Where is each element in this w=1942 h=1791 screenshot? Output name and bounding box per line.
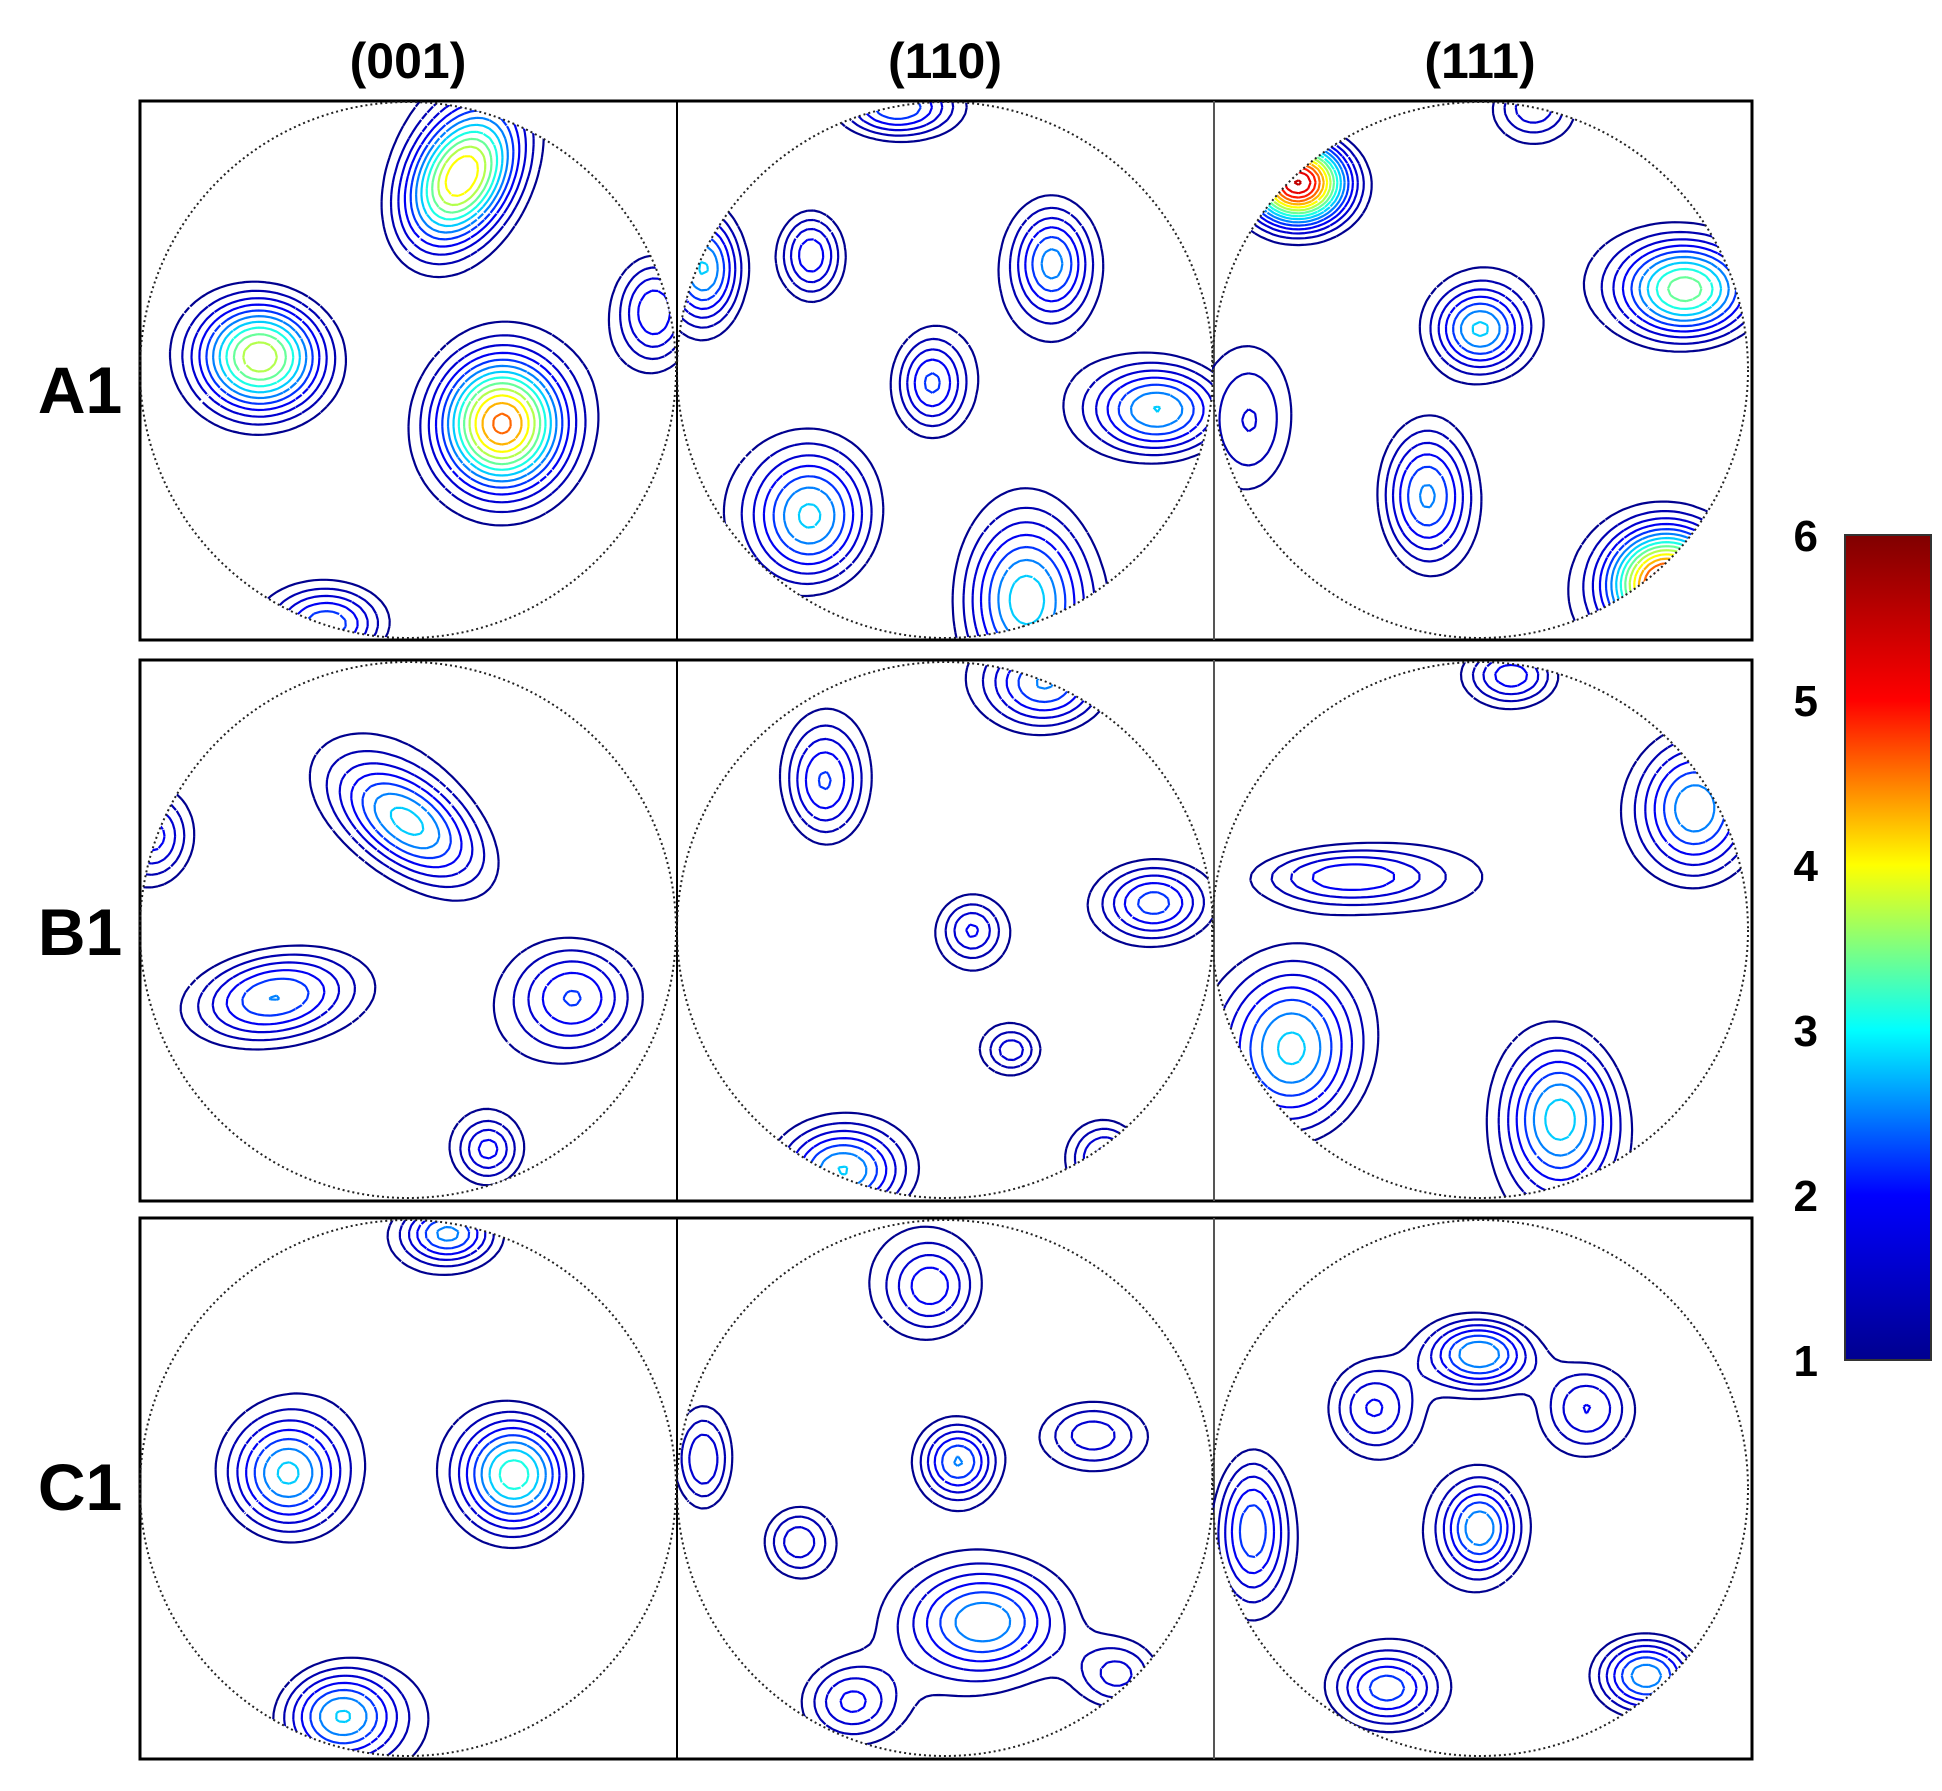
contour-level-1.6: [190, 102, 676, 638]
row-label-a1: A1: [38, 353, 122, 427]
pole-figure-circle: [1211, 1219, 1749, 1757]
contour-lines: [1212, 1311, 1705, 1734]
contour-lines: [677, 1225, 1159, 1747]
pole-figure-panels: [139, 101, 1749, 1757]
colorbar-tick-labels: 1 2 3 4 5 6: [1794, 512, 1819, 1386]
contour-level-2.2: [1246, 139, 1738, 638]
pole-figure-a1-001: [139, 101, 677, 639]
colorbar: [1844, 534, 1932, 1361]
contour-level-4.3: [481, 401, 523, 446]
contour-level-2.5: [268, 792, 441, 1001]
pole-figure-circle: [676, 1219, 1214, 1757]
contour-level-2.8: [389, 806, 425, 837]
contour-level-1: [1212, 662, 1748, 1198]
contour-lines: [766, 662, 1213, 1198]
contour-level-1.9: [839, 1266, 1039, 1714]
pole-figure-b1-111: [1211, 661, 1749, 1199]
contour-level-2.8: [1276, 1031, 1576, 1141]
column-heading-110: (110): [888, 33, 1002, 89]
contour-level-3.1: [498, 1459, 530, 1491]
contour-level-2.5: [1458, 1340, 1663, 1688]
contour-level-2.8: [276, 1449, 540, 1724]
pole-figure-circle: [676, 661, 1214, 1199]
contour-level-1: [168, 102, 676, 638]
contour-level-2.8: [698, 261, 1162, 626]
pole-figure-circle: [139, 1219, 677, 1757]
contour-level-1.3: [680, 1241, 1147, 1736]
contour-level-1: [214, 1220, 585, 1756]
contour-level-1.9: [245, 1220, 561, 1752]
colorbar-tick-1: 1: [1794, 1337, 1818, 1386]
contour-level-2.2: [939, 1444, 1026, 1654]
pole-figure-a1-111: [1211, 101, 1749, 639]
contour-level-1.3: [1217, 1318, 1695, 1725]
pole-figure-b1-110: [676, 661, 1214, 1199]
contour-level-1.9: [799, 662, 1184, 1198]
contour-level-1: [1212, 1311, 1705, 1734]
contour-level-2.5: [212, 116, 558, 483]
colorbar-tick-4: 4: [1794, 842, 1819, 891]
colorbar-tick-3: 3: [1794, 1007, 1818, 1056]
contour-level-5.2: [1284, 171, 1676, 593]
contour-level-1: [677, 102, 1213, 638]
row-frame-a1: [138, 99, 1754, 642]
contour-level-3.1: [225, 130, 547, 471]
contour-lines: [140, 732, 644, 1187]
pole-figure-c1-110: [676, 1219, 1214, 1757]
contour-level-3.7: [242, 145, 536, 460]
row-label-b1: B1: [38, 895, 122, 969]
pole-figure-c1-001: [139, 1219, 677, 1757]
pole-figure-circle: [1211, 661, 1749, 1199]
contour-level-2.2: [253, 1220, 554, 1745]
contour-lines: [1212, 102, 1748, 638]
contour-level-2.8: [837, 1165, 849, 1176]
contour-level-1.9: [140, 772, 603, 1160]
contour-level-1: [677, 1225, 1159, 1747]
contour-level-1: [140, 732, 644, 1187]
pole-figure-circle: [139, 101, 677, 639]
contour-level-3.4: [232, 137, 542, 466]
contour-level-1.3: [226, 1220, 576, 1756]
contour-lines: [1212, 662, 1748, 1198]
colorbar-tick-5: 5: [1794, 677, 1818, 726]
colorbar-tick-6: 6: [1794, 512, 1818, 561]
contour-level-3.1: [1257, 148, 1714, 628]
column-heading-111: (111): [1424, 33, 1535, 89]
contour-level-2.2: [205, 109, 564, 638]
pole-figure-circle: [1211, 101, 1749, 639]
contour-level-1.9: [677, 102, 1205, 638]
pole-figure-c1-111: [1211, 1219, 1749, 1757]
contour-level-1: [1212, 102, 1748, 638]
contour-level-1.6: [677, 102, 1213, 638]
contour-lines: [168, 102, 676, 638]
pole-figure-b1-001: [139, 661, 677, 1199]
row-label-c1: C1: [38, 1450, 122, 1524]
pole-figure-a1-110: [676, 101, 1214, 639]
contour-level-2.8: [218, 123, 552, 477]
contour-level-1.9: [1242, 135, 1745, 638]
contour-level-1.6: [688, 1254, 1133, 1726]
contour-level-2.2: [241, 782, 582, 1017]
contour-level-2.2: [1238, 1334, 1672, 1702]
contour-level-1.3: [677, 102, 1213, 638]
contour-level-1.3: [181, 102, 676, 638]
contour-lines: [677, 102, 1213, 638]
contour-level-2.5: [953, 1455, 1012, 1643]
contour-level-2.5: [263, 1225, 547, 1737]
contour-level-4: [444, 155, 530, 453]
contour-lines: [214, 1220, 585, 1756]
contour-level-1.6: [1224, 1324, 1687, 1718]
contour-level-5.5: [1293, 179, 1302, 186]
contour-level-2.5: [1260, 784, 1716, 1157]
contour-level-1.6: [236, 1220, 568, 1756]
pole-figure-circle: [139, 661, 677, 1199]
contour-level-4: [1267, 156, 1701, 616]
contour-level-3.4: [1260, 151, 1709, 624]
colorbar-tick-2: 2: [1794, 1172, 1818, 1221]
contour-level-4.6: [492, 412, 512, 435]
column-heading-001: (001): [350, 33, 467, 89]
